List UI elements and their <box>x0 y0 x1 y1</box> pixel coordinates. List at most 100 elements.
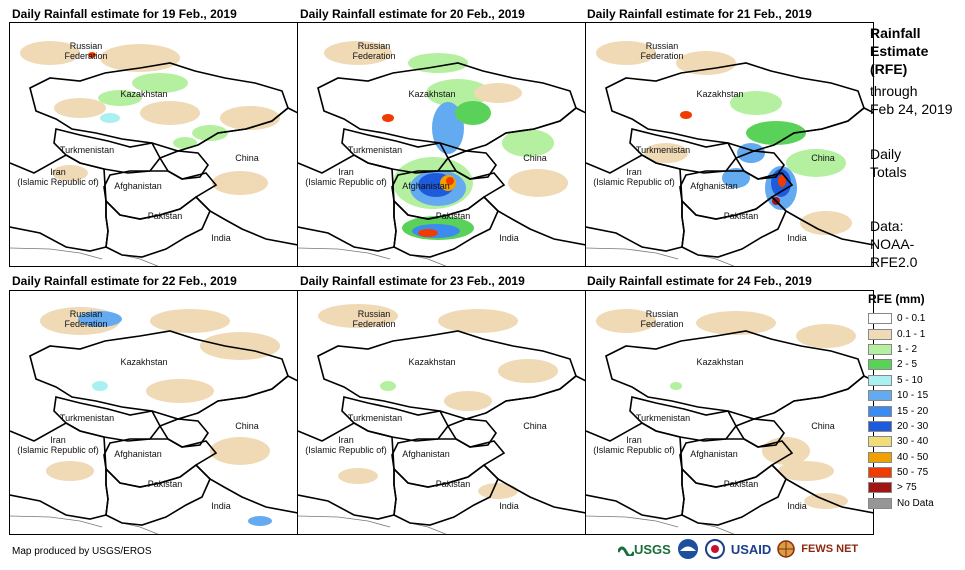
rainfall-area <box>140 101 200 125</box>
country-label-india: India <box>787 233 807 243</box>
country-label-afghanistan: Afghanistan <box>402 449 450 459</box>
country-label-china: China <box>235 153 259 163</box>
country-border <box>681 463 787 526</box>
rainfall-area <box>220 106 280 130</box>
rainfall-area <box>150 309 230 333</box>
rainfall-area <box>478 483 518 499</box>
country-border <box>197 107 297 146</box>
rainfall-area <box>596 309 656 333</box>
country-label-china: China <box>523 153 547 163</box>
rainfall-area <box>318 304 398 328</box>
legend-item: No Data <box>868 496 934 511</box>
rainfall-map-svg <box>10 41 297 266</box>
rainfall-area <box>20 41 80 65</box>
legend-swatch <box>868 482 892 494</box>
rainfall-map-24-feb: Russian Federation Kazakhstan Turkmenistan I… <box>585 290 874 535</box>
rainfall-area <box>380 381 396 391</box>
country-label-kazakhstan: Kazakhstan <box>696 89 744 99</box>
rainfall-area <box>146 379 214 403</box>
side-through: through Feb 24, 2019 <box>870 83 953 117</box>
country-label-kazakhstan: Kazakhstan <box>120 89 168 99</box>
country-label-pakistan: Pakistan <box>435 211 471 221</box>
fews-net-logo: FEWS NET <box>801 543 859 555</box>
country-label-china: China <box>523 421 547 431</box>
legend-item: 10 - 15 <box>868 388 934 403</box>
country-label-iran: Iran (Islamic Republic of) <box>305 167 387 187</box>
legend-swatch <box>868 343 892 355</box>
panel-title: Daily Rainfall estimate for 19 Feb., 201… <box>12 7 237 21</box>
side-daily-totals: Daily Totals <box>870 146 907 180</box>
legend-label: 50 - 75 <box>897 467 929 479</box>
legend-swatch <box>868 328 892 340</box>
legend-label: No Data <box>897 497 934 509</box>
usgs-logo: USGS <box>618 542 671 557</box>
country-border <box>771 196 873 246</box>
logos: USGS USAID FEWS NET <box>618 538 858 560</box>
rainfall-area <box>730 91 782 115</box>
panel-title: Daily Rainfall estimate for 20 Feb., 201… <box>300 7 525 21</box>
panel-title: Daily Rainfall estimate for 24 Feb., 201… <box>587 274 812 288</box>
rainfall-area <box>644 143 688 163</box>
legend-item: 2 - 5 <box>868 357 934 372</box>
panel-title: Daily Rainfall estimate for 22 Feb., 201… <box>12 274 237 288</box>
legend-label: 5 - 10 <box>897 374 923 386</box>
legend-label: 40 - 50 <box>897 451 929 463</box>
country-border <box>298 422 397 520</box>
country-label-india: India <box>499 233 519 243</box>
country-label-pakistan: Pakistan <box>723 479 759 489</box>
country-label-afghanistan: Afghanistan <box>114 449 162 459</box>
country-label-iran: Iran (Islamic Republic of) <box>593 167 675 187</box>
country-label-russia: Russian Federation <box>64 41 108 61</box>
legend-swatch <box>868 313 892 325</box>
country-label-russia: Russian Federation <box>640 309 684 329</box>
rainfall-map-20-feb: Russian Federation Kazakhstan Turkmenistan I… <box>297 22 586 267</box>
legend-item: 5 - 10 <box>868 373 934 388</box>
country-label-turkmenistan: Turkmenistan <box>635 413 691 423</box>
rainfall-area <box>746 121 806 145</box>
country-border <box>195 196 297 246</box>
legend-label: 10 - 15 <box>897 390 929 402</box>
legend-swatch <box>868 390 892 402</box>
rainfall-area <box>596 41 656 65</box>
country-label-china: China <box>235 421 259 431</box>
legend-swatch <box>868 420 892 432</box>
country-border <box>773 107 873 146</box>
rainfall-area <box>696 311 776 335</box>
rainfall-area <box>800 211 852 235</box>
legend-swatch <box>868 467 892 479</box>
country-border <box>485 375 585 414</box>
country-label-russia: Russian Federation <box>352 41 396 61</box>
country-label-pakistan: Pakistan <box>147 211 183 221</box>
rainfall-area <box>796 324 856 348</box>
rainfall-map-svg <box>298 41 585 266</box>
legend-item: 1 - 2 <box>868 342 934 357</box>
usgs-wave-icon <box>618 546 634 556</box>
legend-title: RFE (mm) <box>868 292 925 306</box>
rainfall-map-svg <box>586 41 873 266</box>
rainfall-area <box>192 125 228 141</box>
rainfall-map-svg <box>10 307 297 534</box>
rainfall-area <box>786 149 846 177</box>
country-label-india: India <box>499 501 519 511</box>
country-border <box>298 154 397 252</box>
rainfall-area <box>173 137 197 149</box>
country-label-turkmenistan: Turkmenistan <box>59 145 115 155</box>
usaid-seal-icon <box>704 539 725 559</box>
rainfall-area <box>418 229 438 237</box>
country-label-russia: Russian Federation <box>352 309 396 329</box>
legend-item: 20 - 30 <box>868 419 934 434</box>
rainfall-area <box>248 516 272 526</box>
country-label-pakistan: Pakistan <box>723 211 759 221</box>
country-border <box>586 154 685 252</box>
panel-title: Daily Rainfall estimate for 23 Feb., 201… <box>300 274 525 288</box>
country-border <box>771 464 873 514</box>
rainfall-area <box>132 73 188 93</box>
rainfall-area <box>474 83 522 103</box>
map-credit: Map produced by USGS/EROS <box>12 546 152 557</box>
country-border <box>105 195 211 258</box>
rainfall-area <box>680 111 692 119</box>
legend: RFE (mm) 0 - 0.1 0.1 - 1 1 - 2 2 - 5 5 - 10 1… <box>868 292 934 511</box>
legend-item: 0.1 - 1 <box>868 326 934 341</box>
rainfall-map-22-feb: Russian Federation Kazakhstan Turkmenistan I… <box>9 290 298 535</box>
legend-label: 0.1 - 1 <box>897 328 926 340</box>
